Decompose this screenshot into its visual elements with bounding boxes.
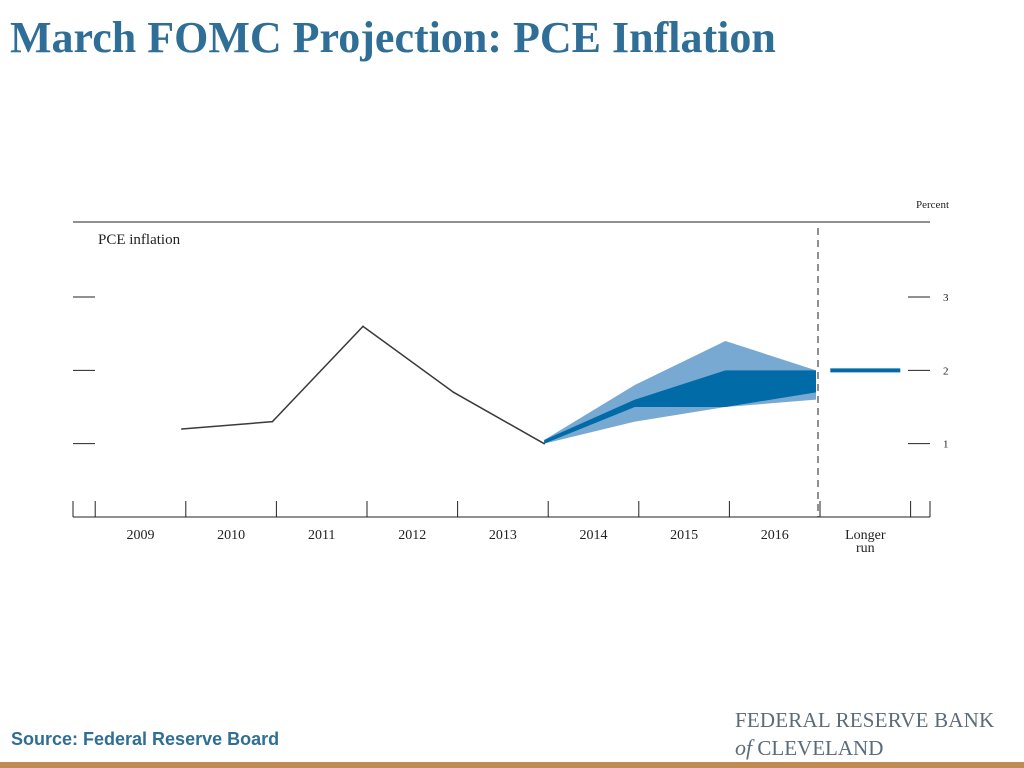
history-point — [181, 428, 183, 430]
y-axis-unit-label: Percent — [916, 199, 949, 211]
logo-line-2: of CLEVELAND — [735, 734, 994, 762]
chart-lines — [181, 325, 901, 445]
chart-panel-title: PCE inflation — [98, 232, 181, 248]
bottom-accent-bar — [0, 762, 1024, 768]
history-point — [271, 420, 274, 423]
logo-of: of — [735, 735, 753, 760]
x-tick-label: 2012 — [398, 528, 426, 543]
projection-bands — [544, 341, 816, 444]
x-tick-label: 2014 — [580, 528, 608, 543]
x-tick-label: 2015 — [670, 528, 698, 543]
central-tendency-band — [544, 370, 816, 444]
x-tick-label: 2010 — [217, 528, 245, 543]
logo-line-1: FEDERAL RESERVE BANK — [735, 708, 995, 732]
slide-title: March FOMC Projection: PCE Inflation — [10, 13, 776, 62]
x-tick-label: Longer run — [845, 528, 886, 556]
chart-frame — [72, 221, 931, 518]
y-tick-label: 1 — [943, 439, 949, 451]
history-point — [362, 325, 364, 328]
history-line — [181, 325, 545, 445]
history-point — [543, 442, 545, 445]
x-tick-label: 2013 — [489, 528, 517, 543]
history-point — [452, 391, 455, 394]
fed-cleveland-logo: FEDERAL RESERVE BANK of CLEVELAND — [735, 707, 994, 762]
y-tick-label: 2 — [943, 365, 949, 377]
source-note: Source: Federal Reserve Board — [11, 729, 280, 749]
x-tick-label: 2009 — [127, 528, 155, 543]
y-tick-label: 3 — [943, 292, 949, 304]
x-tick-label: 2016 — [761, 528, 789, 543]
logo-city: CLEVELAND — [757, 736, 884, 760]
chart-labels: Percent PCE inflation 2009 2010 2011 2012 20… — [98, 199, 949, 556]
x-tick-label: 2011 — [308, 528, 335, 543]
